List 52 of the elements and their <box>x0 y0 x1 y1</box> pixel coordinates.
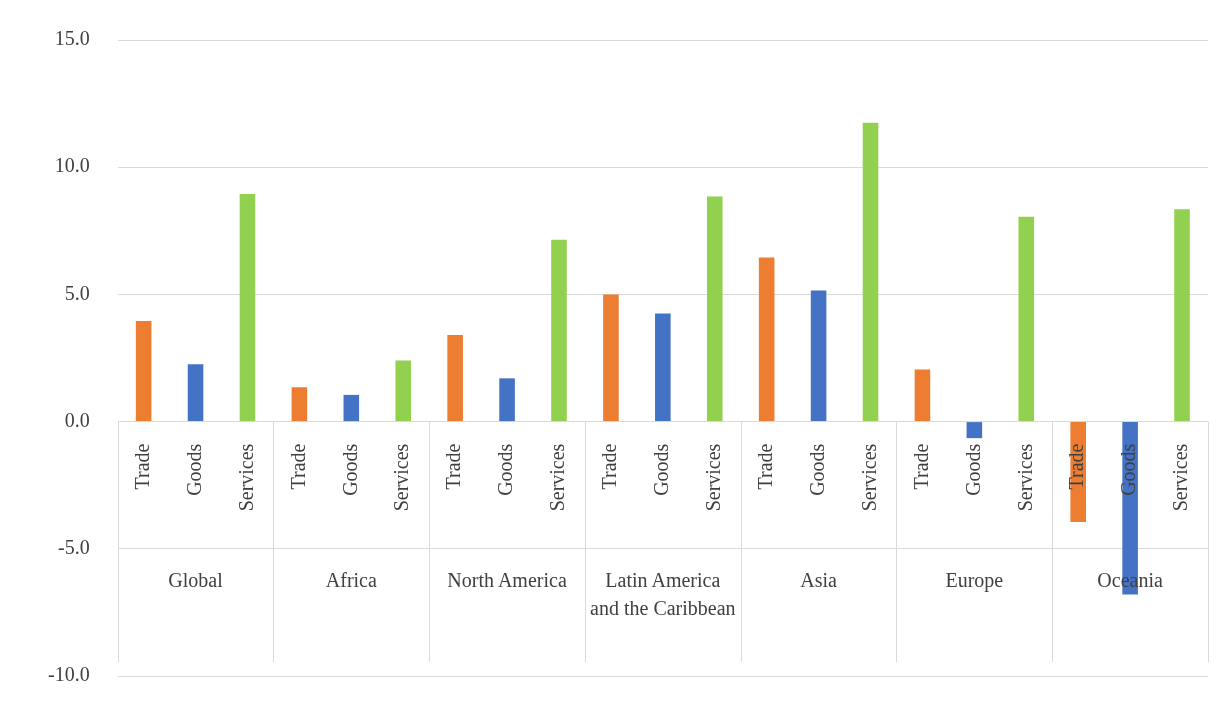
y-tick-label: -10.0 <box>47 663 90 686</box>
bar <box>395 360 412 422</box>
bar <box>239 193 256 422</box>
bar <box>706 196 723 422</box>
text: Goods <box>961 443 984 496</box>
text: Trade <box>442 443 465 490</box>
text: Goods <box>182 443 205 496</box>
text: Trade <box>909 443 932 490</box>
y-tick-label: 10.0 <box>54 154 90 177</box>
text: Trade <box>286 443 309 490</box>
bar <box>1174 209 1190 422</box>
bar <box>603 294 619 422</box>
y-tick-label: 5.0 <box>64 281 90 304</box>
text: Services <box>234 443 257 512</box>
bar <box>343 394 360 422</box>
text: Services <box>702 443 724 512</box>
text: Goods <box>805 443 828 496</box>
y-tick-label: 15.0 <box>54 27 90 50</box>
bar <box>914 369 931 422</box>
x-tick-label: Global <box>168 568 224 591</box>
x-tick-label: Asia <box>800 568 838 591</box>
bar <box>810 290 827 422</box>
bar <box>1018 216 1035 422</box>
bar <box>551 239 567 422</box>
x-tick-label: Latin America and the Caribbean <box>590 568 736 619</box>
bar <box>862 122 879 422</box>
x-tick-label: Africa <box>325 568 377 591</box>
x-tick-label: North America <box>447 568 567 591</box>
bar <box>655 313 671 422</box>
bar <box>135 321 152 422</box>
y-tick-label: 0.0 <box>64 408 90 431</box>
bar <box>291 387 308 422</box>
text: Services <box>857 443 880 512</box>
bar <box>758 257 775 422</box>
text: Trade <box>753 443 776 490</box>
text: Goods <box>650 443 673 496</box>
text: Goods <box>494 443 517 496</box>
bar <box>447 335 463 422</box>
bar <box>966 422 983 439</box>
text: Services <box>546 443 569 512</box>
text: Trade <box>598 443 621 490</box>
series-label: Goods <box>1117 443 1140 496</box>
text: Services <box>1013 443 1036 512</box>
text: Services <box>390 443 413 512</box>
x-tick-label: Europe <box>945 568 1004 592</box>
text: Goods <box>338 443 361 496</box>
text: Services <box>1169 443 1192 512</box>
text: Trade <box>130 443 153 490</box>
bar <box>499 378 515 422</box>
bar <box>187 364 204 422</box>
y-tick-label: -5.0 <box>57 536 90 559</box>
series-label: Trade <box>1065 443 1088 490</box>
